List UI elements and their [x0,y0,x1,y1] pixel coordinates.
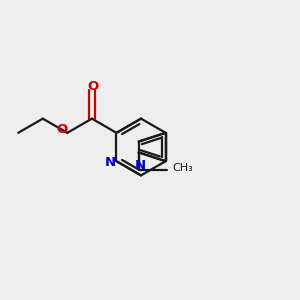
Text: O: O [88,80,99,93]
Text: O: O [56,123,68,136]
Text: N: N [104,156,116,169]
Text: N: N [135,159,146,172]
Text: CH₃: CH₃ [172,164,193,173]
